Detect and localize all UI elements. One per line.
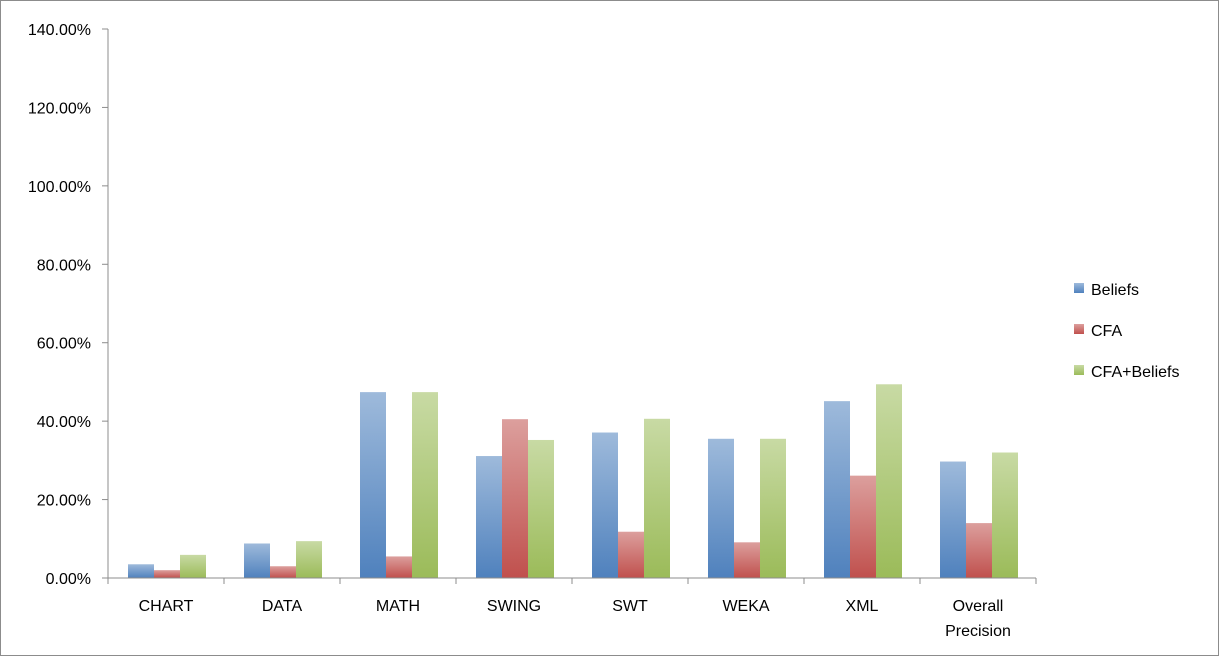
x-tick-label: DATA [262, 598, 303, 615]
bar-cfa-7 [966, 523, 992, 578]
bar-beliefs-6 [824, 401, 850, 578]
bar-beliefs-5 [708, 438, 734, 578]
bar-cfa-beliefs-0 [180, 554, 206, 578]
x-tick-label: Overall [953, 598, 1004, 615]
bar-beliefs-3 [476, 456, 502, 578]
bar-beliefs-7 [940, 461, 966, 578]
x-tick-label: XML [846, 598, 879, 615]
bar-cfa-4 [618, 531, 644, 578]
bar-beliefs-4 [592, 432, 618, 578]
bar-beliefs-2 [360, 392, 386, 578]
legend: Beliefs CFA CFA+Beliefs [1074, 282, 1179, 381]
x-tick-label: MATH [376, 598, 420, 615]
bar-cfa-3 [502, 419, 528, 578]
y-tick-label: 140.00% [28, 22, 91, 39]
bar-cfa-beliefs-1 [296, 541, 322, 578]
legend-swatch-beliefs [1074, 283, 1084, 293]
legend-label: Beliefs [1091, 282, 1139, 299]
bar-cfa-beliefs-4 [644, 418, 670, 578]
legend-label: CFA+Beliefs [1091, 364, 1179, 381]
bar-cfa-6 [850, 475, 876, 578]
y-axis-ticks: 0.00% 20.00% 40.00% 60.00% 80.00% 100.00% 120.… [28, 22, 108, 588]
y-tick-label: 60.00% [37, 336, 91, 353]
x-axis-ticks: CHART DATA MATH SWING SWT WEKA XML Overall Preci… [107, 578, 1037, 640]
bar-cfa-beliefs-3 [528, 439, 554, 578]
bars [128, 384, 1018, 578]
y-tick-label: 40.00% [37, 414, 91, 431]
bar-cfa-beliefs-2 [412, 392, 438, 578]
legend-swatch-cfa [1074, 324, 1084, 334]
x-tick-label: SWT [612, 598, 648, 615]
bar-cfa-beliefs-7 [992, 452, 1018, 578]
bar-cfa-beliefs-5 [760, 438, 786, 578]
legend-swatch-cfa-beliefs [1074, 365, 1084, 375]
bar-cfa-5 [734, 542, 760, 578]
x-tick-label: SWING [487, 598, 541, 615]
x-tick-label: Precision [945, 623, 1011, 640]
x-tick-label: WEKA [722, 598, 769, 615]
bar-beliefs-0 [128, 564, 154, 578]
bar-cfa-beliefs-6 [876, 384, 902, 578]
y-tick-label: 100.00% [28, 179, 91, 196]
y-tick-label: 120.00% [28, 100, 91, 117]
legend-label: CFA [1091, 323, 1122, 340]
bar-cfa-0 [154, 570, 180, 578]
bar-cfa-2 [386, 556, 412, 578]
x-tick-label: CHART [139, 598, 194, 615]
bar-beliefs-1 [244, 543, 270, 578]
bar-cfa-1 [270, 566, 296, 578]
y-tick-label: 20.00% [37, 493, 91, 510]
y-tick-label: 80.00% [37, 257, 91, 274]
y-tick-label: 0.00% [46, 571, 91, 588]
